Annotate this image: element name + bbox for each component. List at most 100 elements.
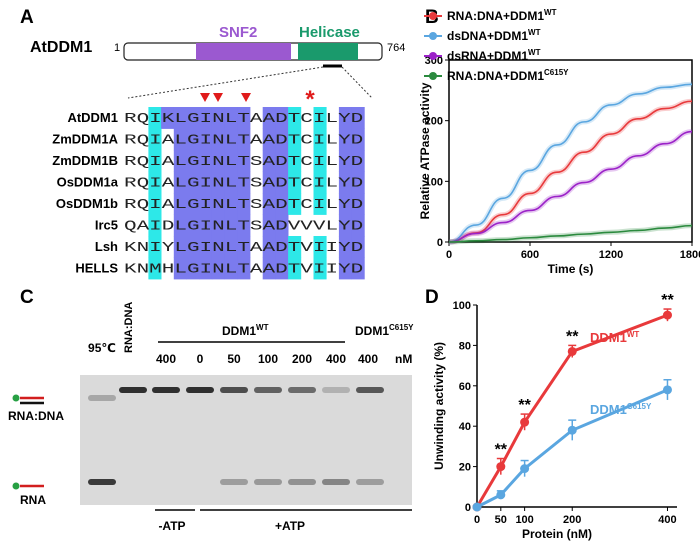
- alignment-cell: [186, 171, 200, 194]
- significance-mark: **: [518, 397, 531, 414]
- alignment-cell: [199, 128, 213, 151]
- label-95c: 95℃: [88, 341, 116, 355]
- species-list: AtDDM1 ZmDDM1A ZmDDM1B OsDDM1a OsDDM1b Irc5 Ls…: [52, 110, 118, 276]
- legend-marker: [429, 12, 437, 20]
- alignment-cell: [237, 107, 251, 129]
- legend-marker: [429, 32, 437, 40]
- sequence-row: RQIALGINLTSADTCILYD: [124, 197, 363, 213]
- x-tick-label: 600: [521, 249, 539, 261]
- alignment-cell: [275, 257, 289, 280]
- x-tick-label: 0: [474, 514, 480, 526]
- ddm1-mut-label: DDM1C615Y: [355, 323, 414, 338]
- single-band: [288, 479, 316, 485]
- protein-name: AtDDM1: [30, 39, 93, 56]
- alignment-cell: [186, 128, 200, 151]
- alignment-cell: [275, 107, 289, 129]
- alignment-cell: [262, 236, 276, 258]
- alignment-cell: [148, 128, 162, 151]
- alignment-cell: [262, 128, 276, 151]
- alignment-cell: [351, 150, 365, 172]
- x-tick-label: 0: [446, 249, 452, 261]
- legend-label: dsDNA+DDM1WT: [447, 28, 541, 43]
- label-rnadna-lane: RNA:DNA: [123, 302, 135, 353]
- y-tick-label: 80: [459, 340, 471, 352]
- triangle-marker: [200, 93, 210, 102]
- alignment-cell: [199, 171, 213, 194]
- series-line: [448, 83, 693, 243]
- duplex-band: [356, 387, 384, 393]
- data-point: [520, 464, 530, 474]
- alignment-cell: [161, 107, 175, 129]
- sequence-row: RQIALGINLTSADTCILYD: [124, 176, 363, 192]
- y-tick-label: 200: [425, 116, 443, 128]
- gel-image: [80, 375, 412, 505]
- alignment-cell: [224, 257, 238, 280]
- data-point: [520, 417, 530, 427]
- alignment-cell: [351, 107, 365, 129]
- alignment-cell: [338, 193, 352, 215]
- duplex-band: [220, 387, 248, 393]
- x-tick-label: 1200: [599, 249, 623, 261]
- species-name: Lsh: [95, 239, 118, 254]
- duplex-band: [254, 387, 282, 393]
- alignment-cell: [173, 128, 187, 151]
- duplex-band: [186, 387, 214, 393]
- alignment-cell: [237, 150, 251, 172]
- panel-label-d: D: [425, 287, 439, 308]
- panel-label-c: C: [20, 287, 34, 308]
- alignment-cell: [173, 193, 187, 215]
- alignment-cell: [237, 236, 251, 258]
- alignment-cell: [262, 257, 276, 280]
- sequence-row: RQIALGINLTAADTCILYD: [124, 133, 363, 149]
- alignment-cell: [148, 236, 162, 258]
- alignment-cell: [186, 214, 200, 237]
- sequence-row: RQIKLGINLTAADTCILYD: [124, 111, 363, 127]
- alignment-cell: [275, 150, 289, 172]
- alignment-cell: [338, 257, 352, 280]
- alignment-cell: [313, 236, 327, 258]
- alignment-cell: [338, 107, 352, 129]
- alignment-cell: [224, 171, 238, 194]
- alignment-cell: [237, 257, 251, 280]
- alignment-cell: [224, 214, 238, 237]
- x-tick-label: 400: [658, 514, 676, 526]
- data-point: [496, 490, 506, 500]
- y-tick-label: 20: [459, 462, 471, 474]
- alignment-cell: [186, 257, 200, 280]
- alignment-cell: [351, 193, 365, 215]
- gel-panel: 95℃ RNA:DNA DDM1WT DDM1C615Y 400 0 50 100 20…: [8, 302, 414, 533]
- data-point: [496, 462, 506, 472]
- alignment-cell: [148, 107, 162, 129]
- data-point: [472, 502, 482, 512]
- minus-atp-label: -ATP: [158, 519, 185, 533]
- single-band: [356, 479, 384, 485]
- alignment-cell: [237, 128, 251, 151]
- species-name: ZmDDM1A: [52, 132, 118, 147]
- alignment-cell: [224, 128, 238, 151]
- alignment-cell: [237, 171, 251, 194]
- species-name: HELLS: [75, 261, 118, 276]
- sequence-alignment: RQIKLGINLTAADTCILYD RQIALGINLTAADTCILYD RQ…: [124, 107, 365, 280]
- unit-label: nM: [395, 352, 412, 366]
- single-band: [88, 479, 116, 485]
- alignment-cell: [173, 257, 187, 280]
- alignment-cell: [148, 193, 162, 215]
- alignment-cell: [313, 257, 327, 280]
- snf2-label: SNF2: [219, 24, 258, 41]
- significance-mark: **: [661, 292, 674, 309]
- alignment-cell: [186, 236, 200, 258]
- triangle-marker: [241, 93, 251, 102]
- alignment-cell: [288, 150, 302, 172]
- duplex-label: RNA:DNA: [8, 409, 64, 423]
- x-tick-label: 200: [563, 514, 581, 526]
- panel-a-figure: * AtDDM1 ZmDDM1A ZmDDM1B OsDDM1a OsDDM1b Irc5…: [52, 42, 383, 280]
- alignment-cell: [262, 107, 276, 129]
- sequence-row: KNMHLGINLTAADTVIIYD: [124, 262, 363, 278]
- alignment-cell: [262, 171, 276, 194]
- alignment-cell: [199, 150, 213, 172]
- alignment-cell: [173, 107, 187, 129]
- alignment-cell: [351, 236, 365, 258]
